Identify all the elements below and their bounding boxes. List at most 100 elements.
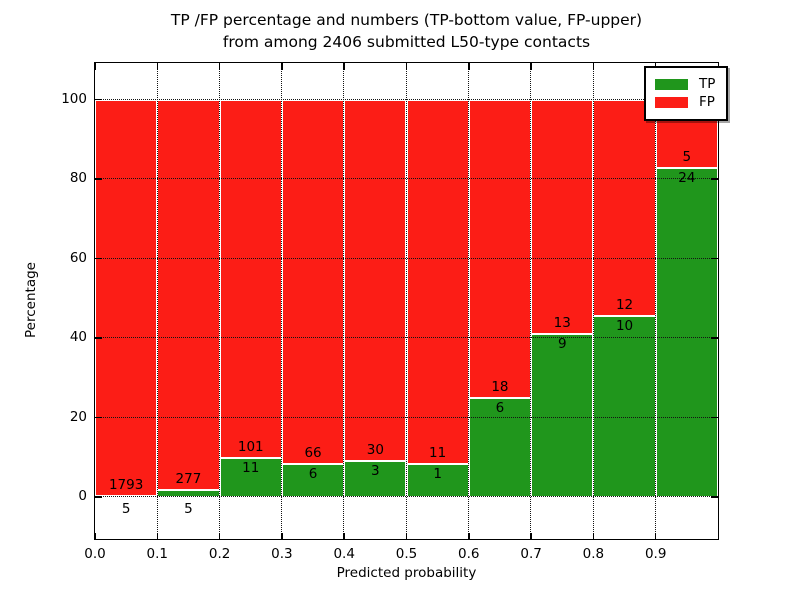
gridline-vertical [530, 63, 532, 540]
y-tick-mark-right [711, 496, 718, 498]
gridline-vertical [156, 63, 158, 540]
plot-area [94, 63, 718, 540]
fp-bar-segment [593, 99, 656, 317]
fp-bar-segment [281, 99, 345, 464]
y-tick-label: 40 [69, 329, 87, 346]
legend-item-fp: FP [655, 95, 715, 110]
chart-title: TP /FP percentage and numbers (TP-bottom… [95, 9, 718, 53]
fp-count-label: 13 [553, 315, 571, 332]
tp-count-label: 11 [242, 460, 260, 477]
y-tick-mark [95, 416, 102, 419]
gridline-horizontal [95, 98, 718, 100]
gridline-horizontal [95, 178, 718, 180]
chart-title-line1: TP /FP percentage and numbers (TP-bottom… [170, 11, 643, 29]
x-tick-mark-top [405, 63, 408, 70]
legend-label-fp: FP [699, 94, 715, 110]
tp-bar-segment [344, 460, 407, 498]
legend-item-tp: TP [655, 77, 715, 92]
fp-count-label: 11 [429, 444, 447, 461]
x-tick-mark [156, 533, 159, 540]
tp-count-label: 5 [184, 501, 193, 518]
gridline-vertical [343, 63, 345, 540]
fp-count-label: 30 [366, 441, 384, 458]
tp-count-label: 10 [615, 318, 634, 335]
fp-bar-segment [531, 99, 594, 335]
legend-swatch-tp [655, 79, 688, 90]
gridline-vertical [281, 63, 283, 540]
x-tick-mark [654, 533, 657, 540]
x-tick-mark-top [94, 63, 96, 70]
x-tick-label: 0.6 [458, 546, 480, 562]
tp-bar-segment [531, 334, 594, 498]
legend-swatch-fp [655, 97, 688, 108]
y-axis-label: Percentage [23, 262, 39, 338]
tp-count-label: 6 [308, 465, 318, 482]
tp-bar-segment [655, 168, 718, 498]
fp-count-label: 277 [175, 471, 202, 488]
gridline-vertical [654, 63, 656, 540]
gridline-vertical [592, 63, 594, 540]
x-tick-mark [468, 533, 470, 540]
gridline-horizontal [95, 337, 718, 339]
x-tick-label: 0.7 [520, 546, 542, 562]
x-tick-mark-top [530, 63, 532, 70]
tp-bar-segment [593, 316, 656, 498]
x-tick-label: 0.2 [208, 546, 231, 562]
fp-count-label: 101 [237, 439, 264, 456]
x-tick-mark-top [592, 63, 595, 70]
tp-count-label: 1 [433, 465, 442, 482]
x-tick-label: 0.1 [146, 546, 169, 562]
chart-title-line2: from among 2406 submitted L50-type conta… [222, 33, 591, 51]
tp-count-label: 24 [678, 170, 696, 187]
fp-count-label: 18 [491, 378, 509, 395]
x-tick-mark [94, 533, 96, 540]
gridline-vertical [405, 63, 407, 540]
gridline-horizontal [95, 257, 718, 259]
fp-bar-segment [219, 99, 282, 459]
y-tick-label: 20 [69, 408, 87, 425]
y-tick-mark-right [711, 178, 718, 180]
y-tick-mark [95, 496, 102, 498]
x-tick-mark-top [156, 63, 159, 70]
y-tick-mark-right [711, 337, 718, 339]
x-tick-mark-top [343, 63, 345, 70]
x-tick-mark [218, 533, 221, 540]
y-tick-mark [95, 337, 102, 339]
x-tick-mark [592, 533, 595, 540]
x-tick-mark [405, 533, 408, 540]
fp-count-label: 12 [615, 297, 634, 314]
tp-bar-segment [468, 397, 532, 498]
x-tick-mark-top [218, 63, 221, 70]
y-tick-mark [95, 178, 102, 180]
x-axis-label: Predicted probability [336, 565, 477, 581]
fp-bar-segment [406, 99, 469, 464]
y-tick-mark [95, 257, 102, 260]
x-tick-label: 0.3 [271, 546, 293, 562]
fp-count-label: 5 [682, 149, 692, 166]
y-tick-mark-right [711, 416, 718, 419]
tp-count-label: 9 [557, 336, 567, 353]
fp-count-label: 66 [304, 444, 322, 461]
x-tick-mark [530, 533, 532, 540]
x-tick-label: 0.8 [582, 546, 605, 562]
fp-bar-segment [344, 99, 407, 461]
gridline-horizontal [95, 416, 718, 418]
fp-bar-segment [95, 99, 158, 496]
gridline-vertical [218, 63, 220, 540]
y-tick-label: 80 [69, 170, 87, 187]
x-tick-mark-top [281, 63, 283, 70]
tp-count-label: 3 [371, 462, 380, 479]
y-tick-label: 100 [61, 90, 87, 107]
y-tick-mark [95, 98, 102, 101]
tp-count-label: 6 [495, 399, 505, 416]
legend: TP FP [644, 66, 729, 121]
x-tick-label: 0.4 [333, 546, 355, 562]
gridline-vertical [468, 63, 469, 540]
x-tick-label: 0.9 [644, 546, 667, 562]
fp-bar-segment [157, 99, 220, 490]
fp-bar-segment [468, 99, 532, 398]
x-tick-mark [343, 533, 345, 540]
gridline-horizontal [95, 496, 718, 498]
tp-count-label: 5 [121, 501, 131, 518]
